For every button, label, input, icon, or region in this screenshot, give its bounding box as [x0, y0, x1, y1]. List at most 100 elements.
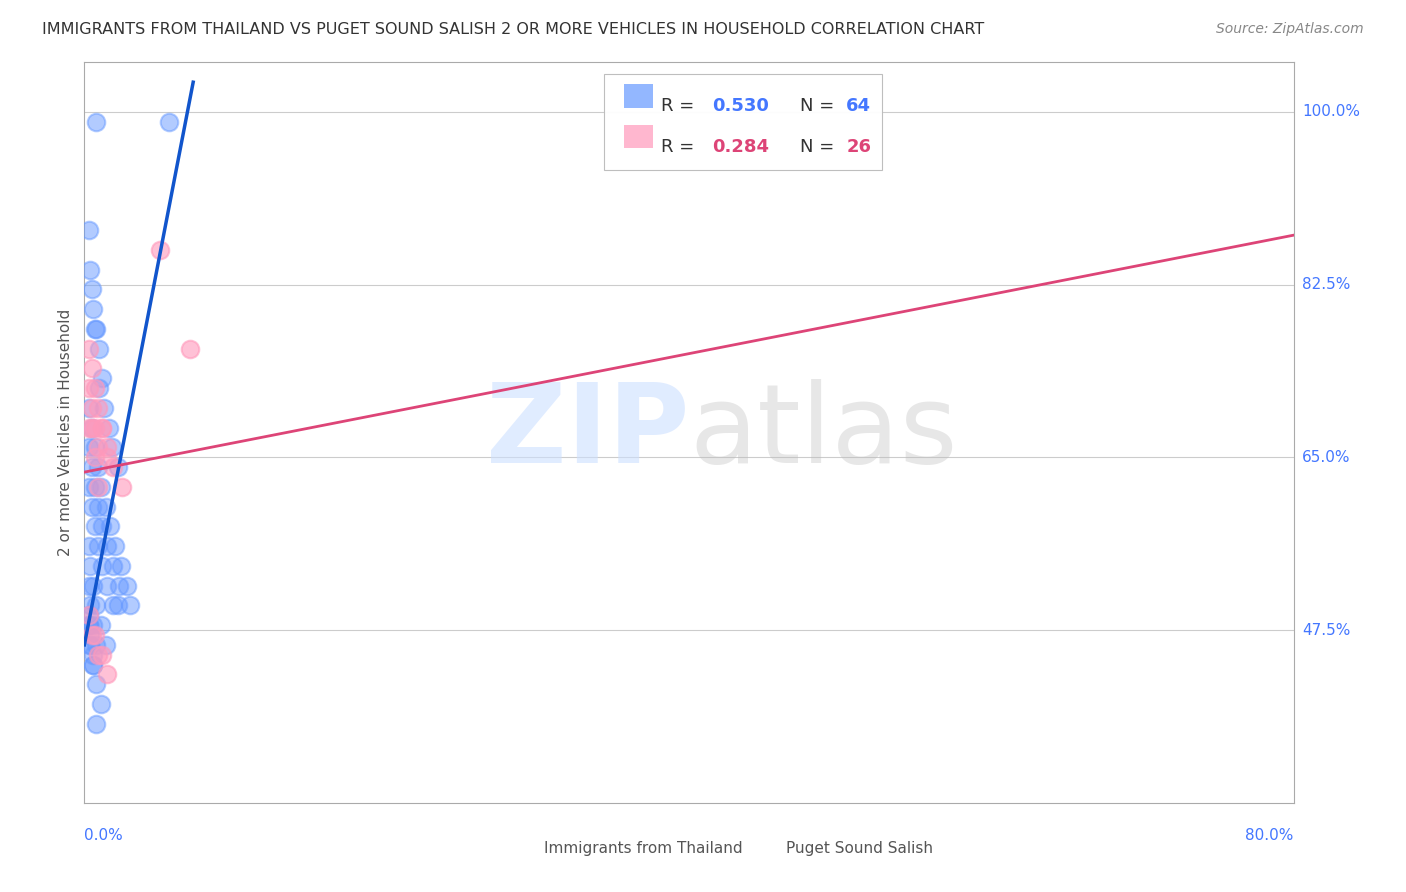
Text: R =: R = — [661, 138, 700, 156]
Point — [111, 480, 134, 494]
Point — [104, 539, 127, 553]
Point — [91, 519, 114, 533]
Point — [84, 420, 107, 434]
Point — [77, 223, 100, 237]
Text: R =: R = — [661, 97, 700, 115]
Point — [80, 420, 103, 434]
Point — [96, 450, 118, 465]
Point — [87, 460, 110, 475]
Point — [93, 401, 115, 415]
Point — [89, 381, 111, 395]
Point — [87, 401, 110, 415]
Point — [91, 420, 114, 434]
Point — [82, 657, 104, 672]
Point — [77, 608, 100, 623]
Point — [82, 657, 104, 672]
Point — [96, 579, 118, 593]
Point — [179, 342, 201, 356]
Point — [101, 558, 124, 573]
Point — [84, 519, 107, 533]
Text: ZIP: ZIP — [485, 379, 689, 486]
Point — [101, 599, 124, 613]
Point — [82, 618, 104, 632]
Point — [79, 638, 101, 652]
Point — [79, 599, 101, 613]
Point — [98, 519, 121, 533]
Point — [91, 371, 114, 385]
Point — [86, 599, 108, 613]
Point — [77, 480, 100, 494]
Point — [100, 441, 122, 455]
Point — [84, 450, 107, 465]
Point — [77, 441, 100, 455]
Point — [80, 361, 103, 376]
Text: N =: N = — [800, 138, 841, 156]
Text: 0.0%: 0.0% — [84, 828, 124, 843]
Point — [80, 460, 103, 475]
FancyBboxPatch shape — [512, 831, 538, 857]
Point — [84, 480, 107, 494]
Text: N =: N = — [800, 97, 841, 115]
Text: 100.0%: 100.0% — [1302, 104, 1360, 120]
Point — [80, 628, 103, 642]
Point — [157, 114, 180, 128]
Point — [77, 618, 100, 632]
Text: Puget Sound Salish: Puget Sound Salish — [786, 841, 932, 856]
Point — [94, 500, 117, 514]
Point — [79, 558, 101, 573]
Point — [86, 677, 108, 691]
Text: 0.530: 0.530 — [711, 97, 769, 115]
Point — [77, 608, 100, 623]
Point — [90, 618, 112, 632]
Point — [101, 460, 124, 475]
Text: atlas: atlas — [689, 379, 957, 486]
Text: 0.284: 0.284 — [711, 138, 769, 156]
FancyBboxPatch shape — [624, 125, 652, 148]
Point — [77, 401, 100, 415]
Point — [82, 302, 104, 317]
Point — [87, 648, 110, 662]
Point — [86, 322, 108, 336]
Point — [80, 500, 103, 514]
Point — [84, 441, 107, 455]
Point — [87, 539, 110, 553]
Point — [77, 420, 100, 434]
Point — [91, 648, 114, 662]
Point — [89, 342, 111, 356]
Point — [91, 420, 114, 434]
Point — [86, 114, 108, 128]
Point — [84, 381, 107, 395]
Point — [107, 599, 129, 613]
Point — [90, 480, 112, 494]
Point — [84, 322, 107, 336]
Point — [108, 579, 131, 593]
Point — [90, 697, 112, 711]
FancyBboxPatch shape — [624, 84, 652, 108]
Point — [87, 480, 110, 494]
Point — [77, 579, 100, 593]
FancyBboxPatch shape — [605, 73, 883, 169]
Y-axis label: 2 or more Vehicles in Household: 2 or more Vehicles in Household — [58, 309, 73, 557]
Point — [77, 381, 100, 395]
Point — [79, 262, 101, 277]
Point — [87, 441, 110, 455]
Point — [77, 342, 100, 356]
Point — [97, 420, 120, 434]
Point — [79, 628, 101, 642]
Text: 80.0%: 80.0% — [1246, 828, 1294, 843]
Text: 26: 26 — [846, 138, 872, 156]
Text: 47.5%: 47.5% — [1302, 623, 1350, 638]
Point — [110, 558, 132, 573]
Text: Source: ZipAtlas.com: Source: ZipAtlas.com — [1216, 22, 1364, 37]
Point — [84, 628, 107, 642]
Text: 64: 64 — [846, 97, 872, 115]
Point — [80, 420, 103, 434]
Point — [149, 243, 172, 257]
Text: Immigrants from Thailand: Immigrants from Thailand — [544, 841, 742, 856]
Point — [107, 460, 129, 475]
Text: 82.5%: 82.5% — [1302, 277, 1350, 292]
Point — [82, 648, 104, 662]
Point — [77, 618, 100, 632]
FancyBboxPatch shape — [754, 831, 780, 857]
Point — [87, 500, 110, 514]
